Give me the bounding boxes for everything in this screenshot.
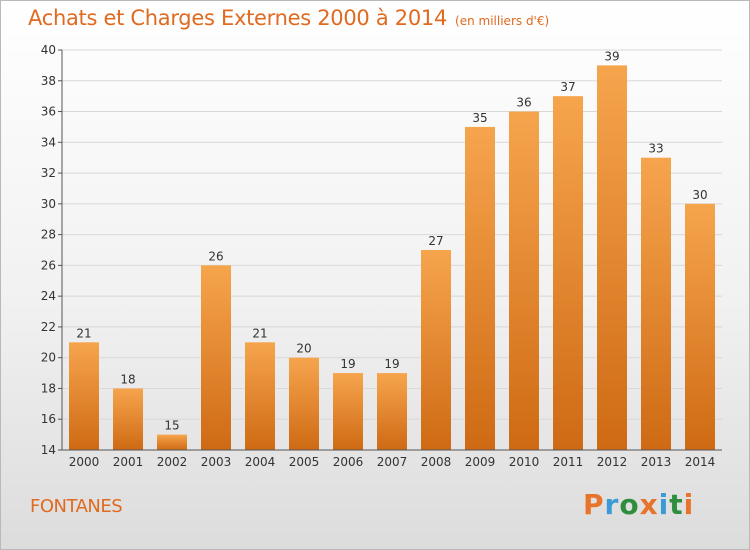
x-tick-label: 2013 xyxy=(641,455,672,469)
y-tick-label: 24 xyxy=(41,289,56,303)
logo-letter: t xyxy=(669,488,684,521)
bar xyxy=(289,357,319,450)
y-tick-label: 26 xyxy=(41,258,56,272)
bar xyxy=(597,65,627,450)
x-tick-label: 2002 xyxy=(157,455,188,469)
y-tick-label: 34 xyxy=(41,135,56,149)
bar xyxy=(421,250,451,450)
data-label: 20 xyxy=(296,342,311,356)
chart-title-main: Achats et Charges Externes 2000 à 2014 xyxy=(28,6,448,30)
data-label: 39 xyxy=(604,49,619,63)
bar xyxy=(509,111,539,451)
y-tick-label: 36 xyxy=(41,105,56,119)
x-tick-label: 2004 xyxy=(245,455,276,469)
bar xyxy=(465,126,495,450)
bar xyxy=(113,388,143,450)
y-tick-label: 16 xyxy=(41,412,56,426)
logo-letter: o xyxy=(619,488,640,521)
logo-letter: i xyxy=(658,488,670,521)
x-tick-label: 2012 xyxy=(597,455,628,469)
data-label: 37 xyxy=(560,80,575,94)
logo-letter: x xyxy=(639,488,659,521)
data-label: 15 xyxy=(164,419,179,433)
data-label: 26 xyxy=(208,249,223,263)
x-tick-label: 2006 xyxy=(333,455,364,469)
y-tick-label: 38 xyxy=(41,74,56,88)
y-tick-label: 32 xyxy=(41,166,56,180)
chart-title: Achats et Charges Externes 2000 à 2014 (e… xyxy=(28,6,549,30)
x-tick-label: 2003 xyxy=(201,455,232,469)
x-tick-label: 2014 xyxy=(685,455,716,469)
y-tick-label: 20 xyxy=(41,351,56,365)
proxiti-logo[interactable]: Proxiti xyxy=(583,488,694,521)
bar xyxy=(377,373,407,450)
bar xyxy=(201,265,231,450)
x-tick-label: 2008 xyxy=(421,455,452,469)
logo-letter: r xyxy=(604,488,620,521)
y-tick-label: 18 xyxy=(41,381,56,395)
x-axis-ticks: 2000 2001 2002 2003 2004 2005 2006 2007 2008 2009… xyxy=(69,455,716,469)
logo-letter: P xyxy=(583,488,605,521)
x-tick-label: 2010 xyxy=(509,455,540,469)
bar xyxy=(69,342,99,450)
y-axis-ticks: 14 16 18 20 22 24 26 28 30 32 34 36 38 40 xyxy=(41,43,62,457)
x-tick-label: 2001 xyxy=(113,455,144,469)
y-tick-label: 28 xyxy=(41,228,56,242)
bar xyxy=(245,342,275,450)
x-tick-label: 2011 xyxy=(553,455,584,469)
data-label: 19 xyxy=(340,357,355,371)
data-labels: 21 18 15 26 21 20 19 19 27 35 36 37 39 33 30 xyxy=(76,49,707,432)
y-tick-label: 30 xyxy=(41,197,56,211)
x-tick-label: 2007 xyxy=(377,455,408,469)
data-label: 30 xyxy=(692,188,707,202)
bar xyxy=(333,373,363,450)
data-label: 19 xyxy=(384,357,399,371)
y-tick-label: 14 xyxy=(41,443,56,457)
bar xyxy=(685,203,715,450)
data-label: 36 xyxy=(516,96,531,110)
bar xyxy=(553,96,583,451)
bar xyxy=(641,157,671,450)
commune-name: FONTANES xyxy=(30,496,123,517)
x-tick-label: 2000 xyxy=(69,455,100,469)
data-label: 21 xyxy=(252,326,267,340)
data-label: 33 xyxy=(648,142,663,156)
data-label: 35 xyxy=(472,111,487,125)
y-tick-label: 40 xyxy=(41,43,56,57)
logo-letter: i xyxy=(683,488,695,521)
data-label: 27 xyxy=(428,234,443,248)
bars xyxy=(69,65,715,451)
x-tick-label: 2005 xyxy=(289,455,320,469)
y-tick-label: 22 xyxy=(41,320,56,334)
axes xyxy=(61,50,722,451)
chart-title-unit: (en milliers d'€) xyxy=(455,14,550,28)
x-tick-label: 2009 xyxy=(465,455,496,469)
data-label: 21 xyxy=(76,326,91,340)
data-label: 18 xyxy=(120,372,135,386)
bar xyxy=(157,434,187,450)
